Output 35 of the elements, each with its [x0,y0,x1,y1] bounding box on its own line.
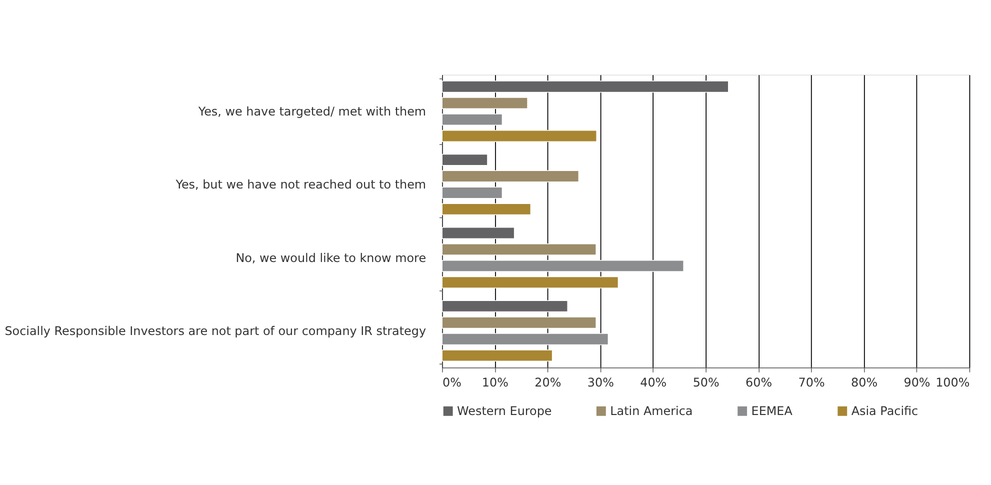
y-tick-label: Socially Responsible Investors are not part of our company IR strategy [4,324,426,338]
bar [442,350,553,362]
y-tick-label: Yes, we have targeted/ met with them [197,104,426,118]
bar [442,130,597,142]
legend-label: Western Europe [457,404,552,418]
bar [442,227,515,239]
y-tick-label: Yes, but we have not reached out to them [174,178,426,192]
x-tick-label: 40% [640,376,667,390]
bar [442,114,503,126]
y-tick-label: No, we would like to know more [236,250,426,265]
x-tick-label: 10% [482,376,508,390]
bar [442,276,619,288]
bar [442,316,596,329]
bar [442,333,609,346]
bar [442,186,503,199]
x-tick-label: 80% [850,376,878,390]
bar [442,97,528,110]
legend-label: Latin America [610,404,693,418]
x-tick-label: 20% [534,376,562,390]
x-tick-label: 30% [587,376,614,390]
bar [442,154,488,166]
x-tick-label: 70% [798,376,825,390]
x-tick-label: 100% [936,376,970,390]
bar [442,260,684,272]
x-tick-label: 50% [692,376,720,390]
x-tick-label: 0% [442,376,462,390]
legend-label: EEMEA [751,404,794,418]
bar [442,243,596,256]
bar [442,170,580,182]
bar [442,203,532,216]
x-tick-label: 90% [904,376,930,390]
bar [442,80,729,93]
bar [442,300,568,312]
legend-label: Asia Pacific [851,404,918,418]
x-tick-label: 60% [746,376,772,390]
